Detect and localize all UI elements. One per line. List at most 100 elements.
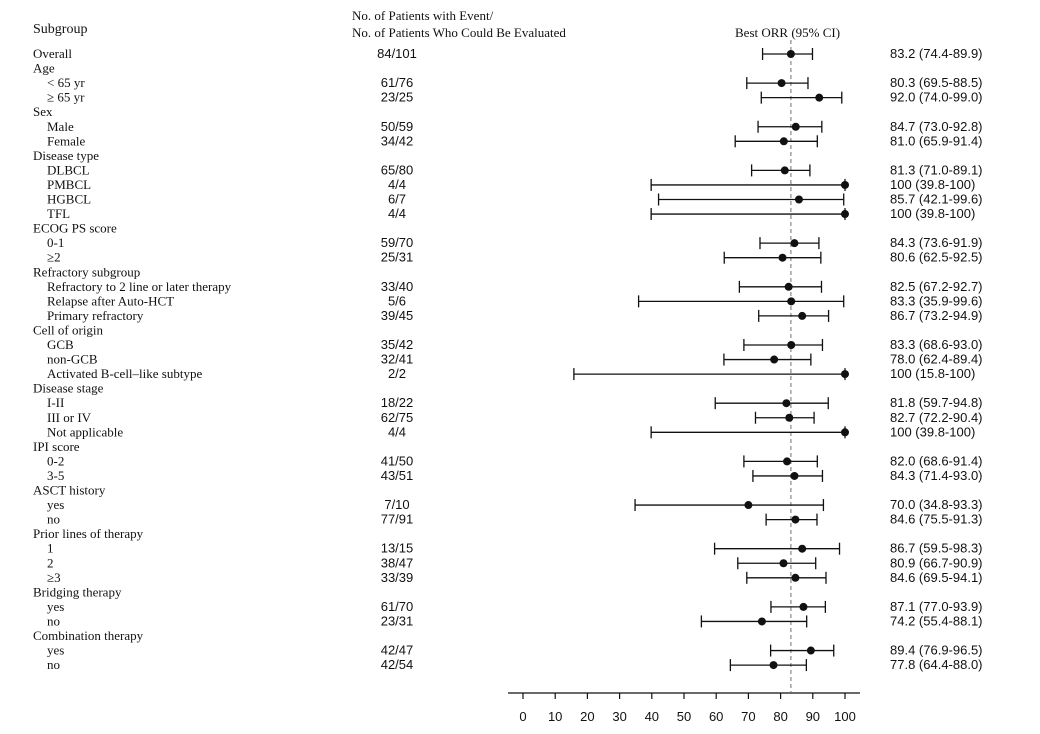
point-estimate <box>790 471 799 480</box>
point-estimate <box>791 515 800 524</box>
orr-ci-text: 81.3 (71.0-89.1) <box>890 162 983 177</box>
event-count: 50/59 <box>381 119 414 134</box>
event-count: 62/75 <box>381 410 414 425</box>
event-count: 25/31 <box>381 250 414 265</box>
x-tick-label: 100 <box>834 709 856 724</box>
point-estimate <box>786 50 795 58</box>
orr-ci-text: 77.8 (64.4-88.0) <box>890 657 983 672</box>
orr-ci-text: 70.0 (34.8-93.3) <box>890 497 983 512</box>
event-count: 33/39 <box>381 570 414 585</box>
orr-ci-text: 84.6 (69.5-94.1) <box>890 570 983 585</box>
subgroup-label: ≥2 <box>47 250 61 265</box>
subgroup-label: yes <box>47 497 64 512</box>
x-tick-label: 20 <box>580 709 594 724</box>
orr-ci-text: 83.2 (74.4-89.9) <box>890 46 983 61</box>
orr-ci-text: 80.3 (69.5-88.5) <box>890 75 983 90</box>
orr-ci-text: 84.7 (73.0-92.8) <box>890 119 983 134</box>
subgroup-label: ≥3 <box>47 570 61 585</box>
subgroup-label: Overall <box>33 46 72 61</box>
point-estimate <box>798 311 807 320</box>
plot-marks <box>573 48 849 672</box>
subgroup-label: no <box>47 613 60 628</box>
orr-ci-values: 83.2 (74.4-89.9) 80.3 (69.5-88.5)92.0 (74… <box>890 46 983 672</box>
orr-ci-text: 86.7 (73.2-94.9) <box>890 308 983 323</box>
subgroup-label: HGBCL <box>47 192 91 207</box>
point-estimate <box>787 297 796 306</box>
point-estimate <box>782 399 791 408</box>
subgroup-label: 1 <box>47 541 54 556</box>
orr-ci-text: 84.6 (75.5-91.3) <box>890 512 983 527</box>
subgroup-label: Relapse after Auto-HCT <box>47 293 174 308</box>
subgroup-header: Combination therapy <box>33 628 144 643</box>
header-events-line1: No. of Patients with Event/ <box>352 8 494 23</box>
subgroup-label: 2 <box>47 555 54 570</box>
x-tick-label: 70 <box>741 709 755 724</box>
event-count: 41/50 <box>381 453 414 468</box>
point-estimate <box>841 428 849 437</box>
header-orr: Best ORR (95% CI) <box>735 25 840 40</box>
event-count: 35/42 <box>381 337 414 352</box>
orr-ci-text: 82.0 (68.6-91.4) <box>890 453 983 468</box>
event-count: 38/47 <box>381 555 414 570</box>
subgroup-label: yes <box>47 599 64 614</box>
event-count: 77/91 <box>381 512 414 527</box>
subgroup-label: no <box>47 657 60 672</box>
event-counts: 84/10161/7623/2550/5934/4265/804/46/74/4… <box>377 46 417 672</box>
orr-ci-text: 74.2 (55.4-88.1) <box>890 613 983 628</box>
x-tick-label: 0 <box>519 709 526 724</box>
subgroup-label: ≥ 65 yr <box>47 90 85 105</box>
point-estimate <box>779 137 788 146</box>
orr-ci-text: 100 (39.8-100) <box>890 177 975 192</box>
point-estimate <box>783 457 792 466</box>
point-estimate <box>790 239 799 248</box>
event-count: 13/15 <box>381 541 414 556</box>
subgroup-header: Cell of origin <box>33 322 104 337</box>
subgroup-header: IPI score <box>33 439 80 454</box>
event-count: 65/80 <box>381 162 414 177</box>
subgroup-header: Bridging therapy <box>33 584 122 599</box>
event-count: 61/76 <box>381 75 414 90</box>
subgroup-header: ASCT history <box>33 483 106 498</box>
event-count: 4/4 <box>388 177 406 192</box>
point-estimate <box>841 180 849 189</box>
point-estimate <box>799 602 808 611</box>
orr-ci-text: 78.0 (62.4-89.4) <box>890 352 983 367</box>
point-estimate <box>787 341 796 349</box>
point-estimate <box>784 282 793 291</box>
event-count: 23/25 <box>381 90 414 105</box>
subgroup-label: I-II <box>47 395 64 410</box>
event-count: 34/42 <box>381 133 414 148</box>
orr-ci-text: 82.7 (72.2-90.4) <box>890 410 983 425</box>
orr-ci-text: 80.6 (62.5-92.5) <box>890 250 983 265</box>
event-count: 33/40 <box>381 279 414 294</box>
orr-ci-text: 86.7 (59.5-98.3) <box>890 541 983 556</box>
point-estimate <box>757 617 766 626</box>
subgroup-header: Sex <box>33 104 53 119</box>
subgroup-label: yes <box>47 643 64 658</box>
x-axis: 0 10 20 30 40 50 60 70 80 90 100 <box>508 692 860 724</box>
subgroup-label: 0-1 <box>47 235 64 250</box>
orr-ci-text: 87.1 (77.0-93.9) <box>890 599 983 614</box>
point-estimate <box>806 646 815 655</box>
subgroup-label: III or IV <box>47 410 92 425</box>
orr-ci-text: 100 (39.8-100) <box>890 206 975 221</box>
event-count: 23/31 <box>381 613 414 628</box>
orr-ci-text: 84.3 (71.4-93.0) <box>890 468 983 483</box>
subgroup-label: non-GCB <box>47 352 98 367</box>
point-estimate <box>841 210 849 219</box>
point-estimate <box>769 661 778 670</box>
point-estimate <box>770 355 779 364</box>
subgroup-header: ECOG PS score <box>33 221 117 236</box>
point-estimate <box>777 79 786 88</box>
subgroup-header: Prior lines of therapy <box>33 526 144 541</box>
point-estimate <box>841 370 849 379</box>
event-count: 4/4 <box>388 206 406 221</box>
point-estimate <box>798 544 807 553</box>
x-tick-label: 60 <box>709 709 723 724</box>
subgroup-label: Refractory to 2 line or later therapy <box>47 279 232 294</box>
point-estimate <box>778 253 787 262</box>
event-count: 4/4 <box>388 424 406 439</box>
event-count: 32/41 <box>381 352 414 367</box>
subgroup-label: Primary refractory <box>47 308 144 323</box>
